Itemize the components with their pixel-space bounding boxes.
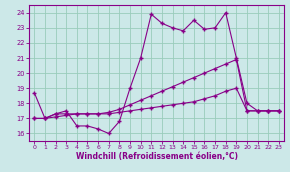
X-axis label: Windchill (Refroidissement éolien,°C): Windchill (Refroidissement éolien,°C) [76, 152, 238, 161]
